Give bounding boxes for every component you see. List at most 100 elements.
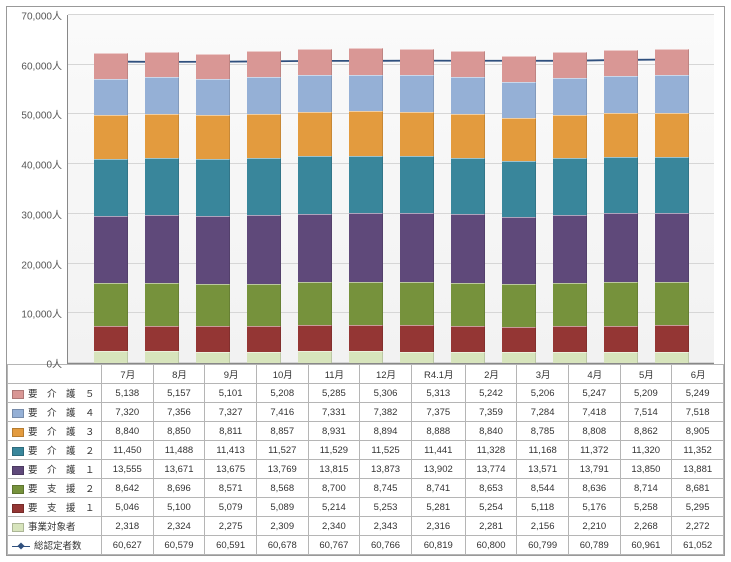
bar-segment-kaigo5 (298, 49, 332, 75)
bar-segment-kaigo1 (196, 216, 230, 284)
row-header-shien1: 要 支 援 １ (8, 498, 102, 517)
bar-segment-jigyou (247, 352, 281, 363)
cell: 8,642 (102, 479, 154, 498)
bar-segment-shien1 (451, 326, 485, 352)
cell: 60,767 (308, 536, 360, 555)
cell: 13,902 (411, 460, 465, 479)
bar-segment-kaigo3 (604, 113, 638, 157)
col-header: 11月 (308, 365, 360, 384)
cell: 5,281 (411, 498, 465, 517)
cell: 2,309 (256, 517, 308, 536)
bar-segment-kaigo2 (349, 156, 383, 213)
cell: 5,247 (568, 384, 620, 403)
bar-segment-jigyou (349, 351, 383, 363)
bar-group (196, 54, 230, 363)
bar-segment-kaigo4 (655, 75, 689, 112)
bar-group (298, 49, 332, 363)
bar-group (349, 48, 383, 363)
bar-segment-kaigo4 (298, 75, 332, 111)
bar-segment-shien2 (349, 282, 383, 325)
bar-segment-kaigo1 (604, 213, 638, 282)
cell: 2,324 (153, 517, 205, 536)
bar-segment-shien2 (298, 282, 332, 325)
cell: 8,808 (568, 422, 620, 441)
cell: 7,514 (620, 403, 672, 422)
bar-segment-shien2 (604, 282, 638, 325)
bar-group (400, 49, 434, 363)
bar-segment-kaigo2 (553, 158, 587, 215)
col-header: 7月 (102, 365, 154, 384)
table-row: 要 介 護 １ 13,55513,67113,67513,76913,81513… (8, 460, 724, 479)
cell: 7,416 (256, 403, 308, 422)
bar-segment-jigyou (604, 352, 638, 363)
cell: 7,382 (360, 403, 412, 422)
bar-segment-kaigo3 (451, 114, 485, 158)
cell: 13,774 (465, 460, 517, 479)
bar-segment-kaigo4 (400, 75, 434, 112)
cell: 11,488 (153, 441, 205, 460)
cell: 11,413 (205, 441, 257, 460)
bar-segment-kaigo5 (502, 56, 536, 82)
cell: 7,284 (517, 403, 569, 422)
cell: 11,450 (102, 441, 154, 460)
bar-segment-kaigo3 (349, 111, 383, 155)
cell: 8,888 (411, 422, 465, 441)
col-header: 4月 (568, 365, 620, 384)
bar-segment-kaigo3 (196, 115, 230, 159)
bar-segment-kaigo4 (145, 77, 179, 114)
cell: 2,268 (620, 517, 672, 536)
bar-segment-kaigo3 (655, 113, 689, 157)
bar-segment-kaigo4 (196, 79, 230, 115)
bar-segment-kaigo2 (604, 157, 638, 213)
cell: 13,850 (620, 460, 672, 479)
row-header-total: 総認定者数 (8, 536, 102, 555)
bar-segment-kaigo5 (145, 52, 179, 78)
cell: 8,840 (102, 422, 154, 441)
bar-segment-kaigo3 (247, 114, 281, 158)
bar-group (655, 49, 689, 363)
bar-segment-kaigo2 (298, 156, 332, 213)
data-table: 7月8月9月10月11月12月R4.1月2月3月4月5月6月 要 介 護 ５ 5… (7, 364, 724, 555)
cell: 5,214 (308, 498, 360, 517)
y-tick-label: 50,000人 (21, 107, 68, 122)
bar-segment-kaigo4 (451, 77, 485, 114)
bar-segment-shien2 (145, 283, 179, 326)
bar-segment-shien1 (145, 326, 179, 351)
bar-segment-kaigo5 (451, 51, 485, 77)
cell: 5,138 (102, 384, 154, 403)
cell: 60,579 (153, 536, 205, 555)
cell: 8,905 (672, 422, 724, 441)
bar-segment-shien2 (94, 283, 128, 326)
bar-segment-kaigo2 (145, 158, 179, 215)
cell: 7,331 (308, 403, 360, 422)
bar-segment-kaigo3 (502, 118, 536, 162)
cell: 8,785 (517, 422, 569, 441)
cell: 8,850 (153, 422, 205, 441)
bar-segment-jigyou (400, 352, 434, 364)
cell: 8,714 (620, 479, 672, 498)
bar-segment-kaigo2 (196, 159, 230, 216)
bar-segment-jigyou (298, 351, 332, 363)
cell: 5,258 (620, 498, 672, 517)
bar-segment-shien1 (604, 326, 638, 352)
cell: 2,318 (102, 517, 154, 536)
cell: 5,176 (568, 498, 620, 517)
bar-segment-jigyou (94, 351, 128, 363)
y-tick-label: 60,000人 (21, 57, 68, 72)
cell: 13,571 (517, 460, 569, 479)
cell: 2,340 (308, 517, 360, 536)
bar-segment-kaigo3 (400, 112, 434, 156)
bar-segment-jigyou (655, 352, 689, 363)
cell: 5,242 (465, 384, 517, 403)
cell: 8,862 (620, 422, 672, 441)
swatch-kaigo3 (12, 428, 24, 437)
table-row: 事業対象者 2,3182,3242,2752,3092,3402,3432,31… (8, 517, 724, 536)
cell: 7,418 (568, 403, 620, 422)
cell: 60,799 (517, 536, 569, 555)
bar-segment-kaigo1 (349, 213, 383, 282)
cell: 7,320 (102, 403, 154, 422)
cell: 5,118 (517, 498, 569, 517)
bar-segment-jigyou (502, 352, 536, 363)
y-tick-label: 10,000人 (21, 306, 68, 321)
cell: 2,210 (568, 517, 620, 536)
